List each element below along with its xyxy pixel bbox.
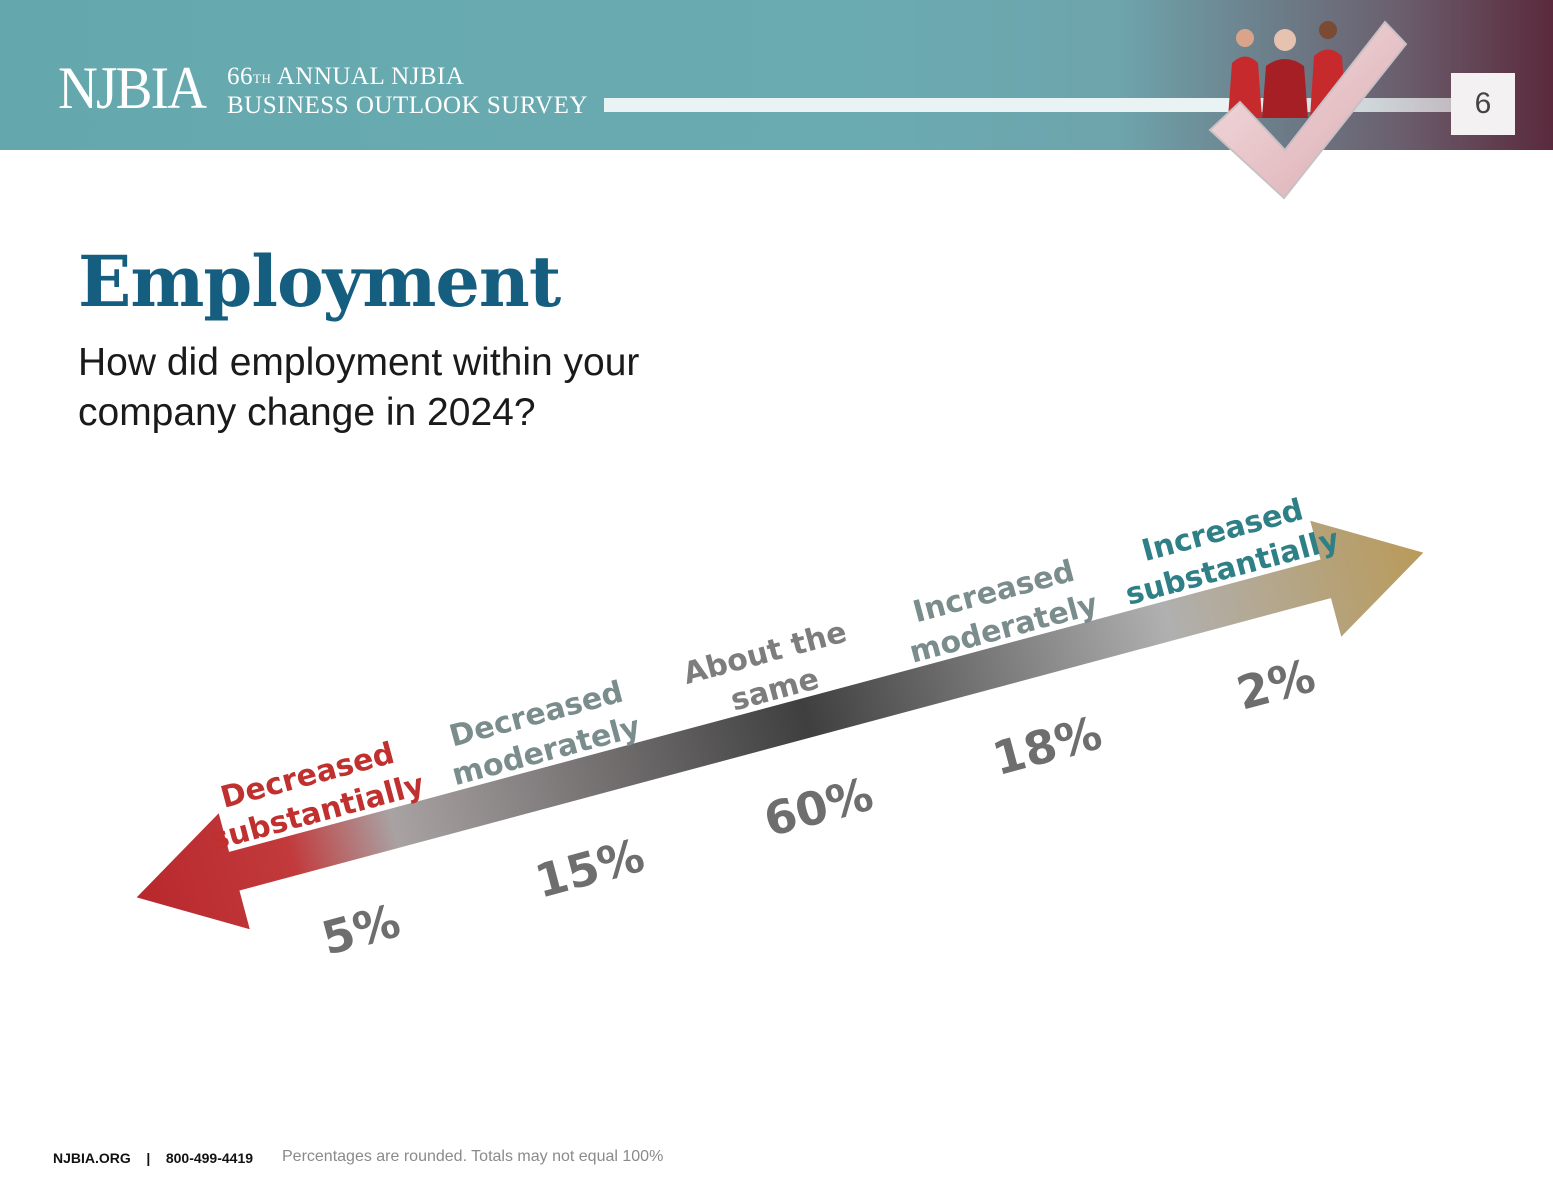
footer-separator: | (146, 1150, 151, 1166)
page-number-badge: 6 (1451, 73, 1515, 135)
value-label: 2% (1231, 648, 1320, 720)
page-title: Employment (78, 240, 561, 323)
footer-phone: 800-499-4419 (165, 1150, 254, 1166)
footer-contact: NJBIA.ORG | 800-499-4419 (53, 1150, 253, 1166)
checkmark-icon (1208, 20, 1408, 200)
value-label: 60% (758, 767, 878, 848)
header-banner: NJBIA 66TH ANNUAL NJBIA BUSINESS OUTLOOK… (0, 0, 1553, 150)
njbia-logo: NJBIA (58, 55, 207, 121)
value-label: 5% (316, 893, 405, 965)
footer-site[interactable]: NJBIA.ORG (53, 1150, 131, 1166)
double-arrow-icon (136, 520, 1424, 930)
edition-suffix: TH (253, 71, 272, 86)
value-label: 15% (529, 828, 649, 909)
value-label: 18% (987, 705, 1107, 786)
survey-title: 66TH ANNUAL NJBIA BUSINESS OUTLOOK SURVE… (227, 62, 588, 120)
survey-question: How did employment within your company c… (78, 341, 640, 434)
footer-note: Percentages are rounded. Totals may not … (282, 1148, 664, 1165)
survey-title-line2: BUSINESS OUTLOOK SURVEY (227, 92, 588, 119)
edition-number: 66 (227, 63, 253, 90)
survey-title-line1: 66TH ANNUAL NJBIA (227, 62, 588, 91)
employment-arrow-chart: DecreasedsubstantiallyDecreasedmoderatel… (136, 492, 1424, 966)
survey-line1: ANNUAL NJBIA (276, 63, 465, 90)
